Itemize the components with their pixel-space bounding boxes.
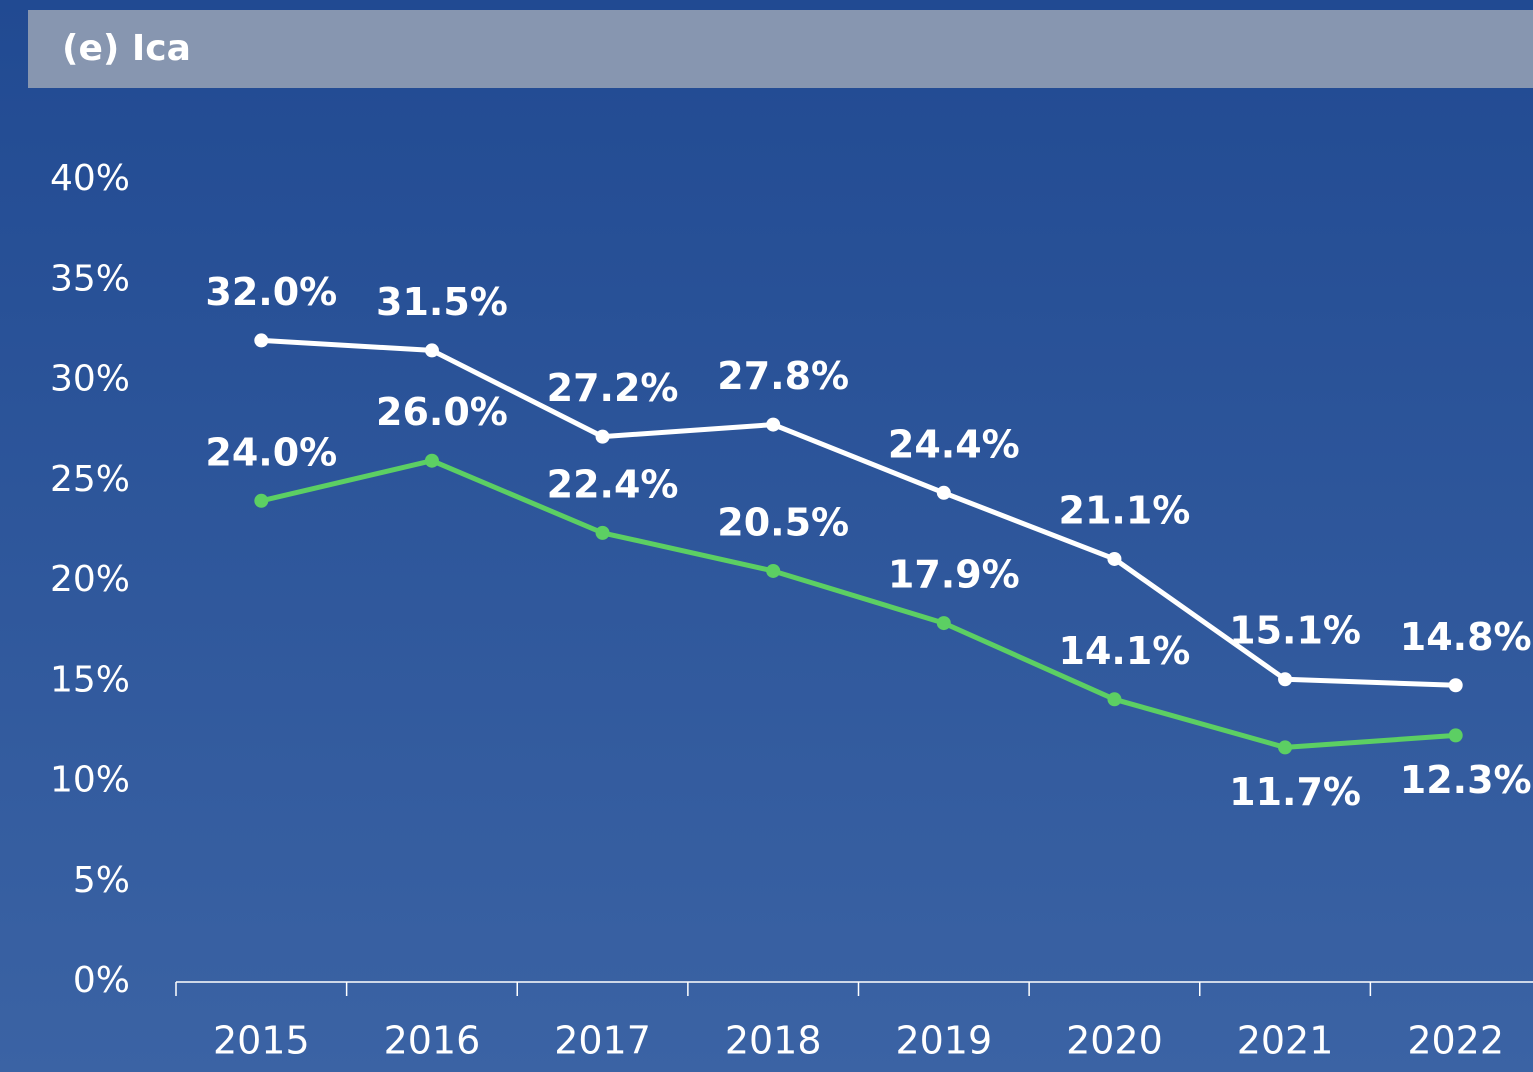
data-label: 15.1% xyxy=(1229,609,1361,653)
data-label: 11.7% xyxy=(1229,770,1361,814)
y-tick-label: 20% xyxy=(50,559,130,600)
y-tick-label: 5% xyxy=(73,860,130,901)
x-tick-label: 2017 xyxy=(554,1019,651,1063)
point xyxy=(595,429,610,444)
point xyxy=(1107,551,1122,566)
data-label: 24.0% xyxy=(205,430,337,474)
data-label: 31.5% xyxy=(376,280,508,324)
point xyxy=(936,616,951,631)
y-tick-label: 0% xyxy=(73,960,130,1001)
point xyxy=(424,343,439,358)
point xyxy=(1278,672,1293,687)
data-label: 20.5% xyxy=(717,500,849,544)
point xyxy=(254,333,269,348)
y-tick-label: 10% xyxy=(50,760,130,801)
point xyxy=(1448,728,1463,743)
data-label: 21.1% xyxy=(1059,488,1191,532)
series-line xyxy=(260,458,1456,750)
x-tick-label: 2019 xyxy=(895,1019,992,1063)
data-label: 22.4% xyxy=(547,462,679,506)
point xyxy=(595,525,610,540)
data-label: 14.1% xyxy=(1059,629,1191,673)
data-label: 27.8% xyxy=(717,354,849,398)
data-label: 12.3% xyxy=(1400,758,1532,802)
y-tick-label: 15% xyxy=(50,659,130,700)
x-tick-label: 2020 xyxy=(1066,1019,1163,1063)
x-tick-label: 2018 xyxy=(725,1019,822,1063)
point xyxy=(1448,678,1463,693)
x-tick-label: 2022 xyxy=(1407,1019,1504,1063)
point xyxy=(766,563,781,578)
data-label: 17.9% xyxy=(888,553,1020,597)
data-label: 26.0% xyxy=(376,390,508,434)
data-label: 32.0% xyxy=(205,270,337,314)
y-tick-label: 30% xyxy=(50,359,130,400)
point xyxy=(424,453,439,468)
title-bar xyxy=(28,10,1533,88)
x-tick-label: 2015 xyxy=(213,1019,310,1063)
data-label: 24.4% xyxy=(888,422,1020,466)
point xyxy=(1107,692,1122,707)
series-line xyxy=(261,337,1456,688)
point xyxy=(936,485,951,500)
y-tick-label: 35% xyxy=(50,258,130,299)
y-tick-label: 25% xyxy=(50,459,130,500)
x-tick-label: 2016 xyxy=(384,1019,481,1063)
y-tick-label: 40% xyxy=(50,158,130,199)
point xyxy=(766,417,781,432)
chart-title: (e) Ica xyxy=(62,28,191,69)
point xyxy=(254,493,269,508)
point xyxy=(1278,740,1293,755)
x-tick-label: 2021 xyxy=(1237,1019,1334,1063)
data-label: 14.8% xyxy=(1400,615,1532,659)
data-label: 27.2% xyxy=(547,366,679,410)
